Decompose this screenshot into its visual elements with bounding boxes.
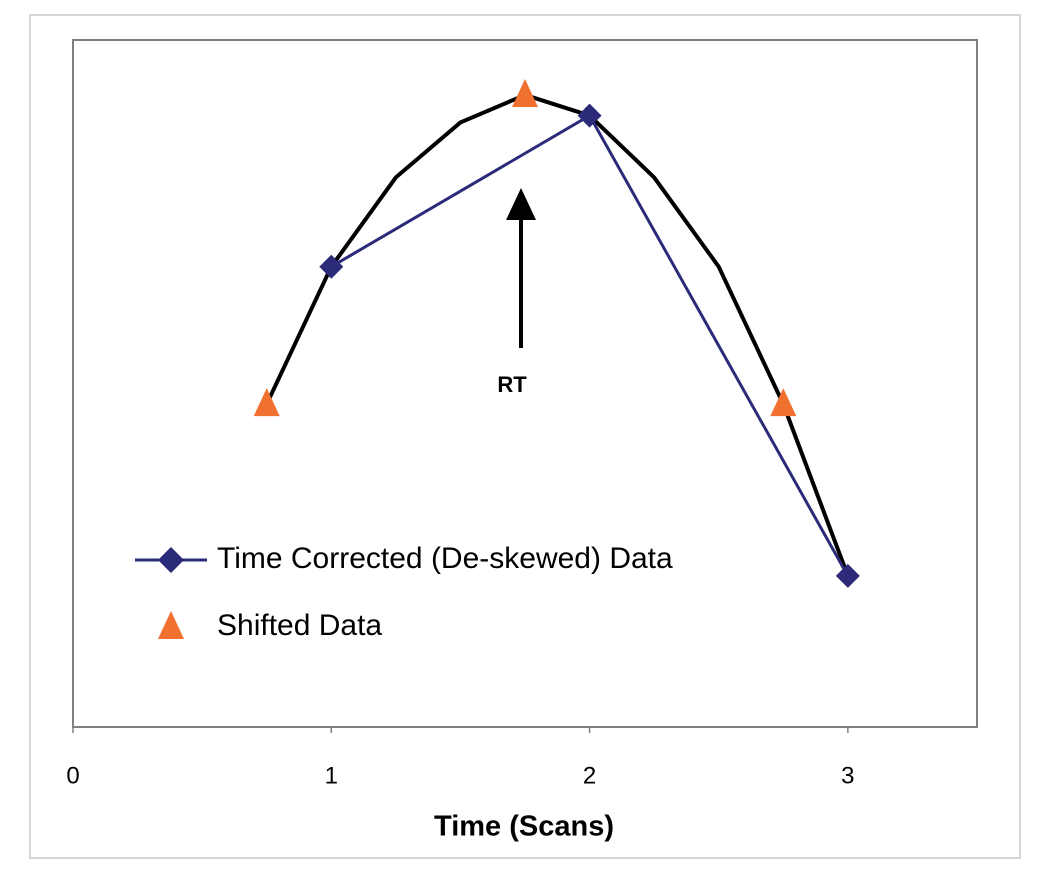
- legend-marker: [158, 611, 184, 639]
- arrow-head: [506, 188, 536, 220]
- x-axis-title: Time (Scans): [434, 811, 614, 843]
- legend-entry: Shifted Data: [158, 609, 382, 642]
- annotation-label: RT: [497, 372, 527, 397]
- x-tick-label: 0: [66, 762, 79, 789]
- fitted-curve: [264, 92, 850, 577]
- data-point: [253, 388, 280, 417]
- x-tick-label: 3: [841, 762, 854, 789]
- data-point: [577, 103, 602, 128]
- x-tick-label: 2: [583, 762, 596, 789]
- x-tick-label: 1: [325, 762, 338, 789]
- data-point: [770, 388, 797, 417]
- legend-label: Shifted Data: [217, 609, 382, 642]
- legend-marker: [158, 547, 184, 573]
- data-point: [512, 78, 538, 107]
- legend-label: Time Corrected (De-skewed) Data: [217, 542, 673, 575]
- data-point: [835, 563, 860, 588]
- data-point: [319, 254, 344, 279]
- annotation-arrow: [506, 188, 536, 348]
- legend-entry: Time Corrected (De-skewed) Data: [135, 542, 673, 575]
